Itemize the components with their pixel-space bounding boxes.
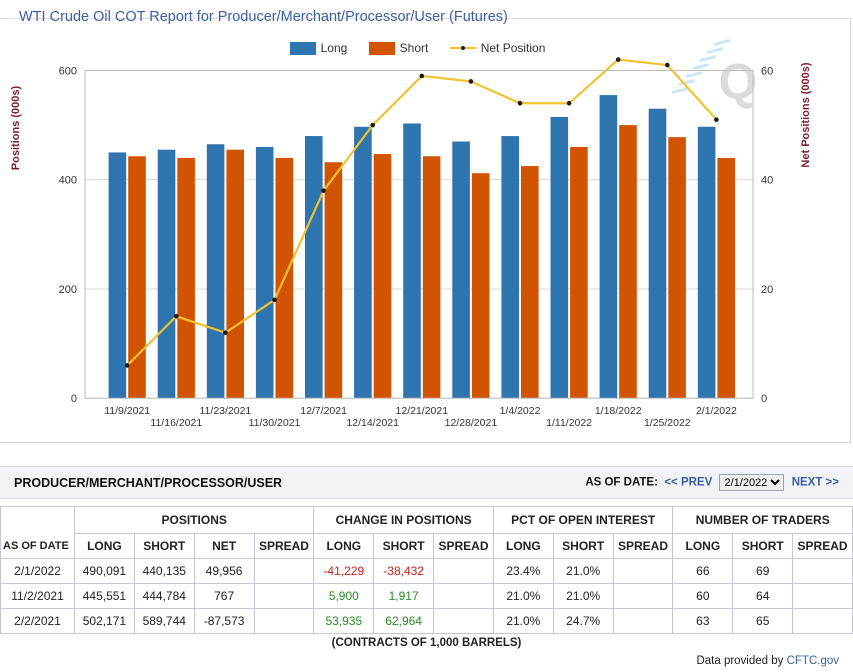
svg-text:400: 400 (59, 175, 77, 187)
svg-text:12/14/2021: 12/14/2021 (346, 417, 399, 429)
svg-text:20: 20 (761, 284, 773, 296)
svg-text:12/28/2021: 12/28/2021 (445, 417, 498, 429)
svg-text:Q: Q (719, 54, 758, 110)
svg-text:0: 0 (71, 393, 77, 405)
svg-text:1/4/2022: 1/4/2022 (500, 405, 541, 417)
svg-text:12/7/2021: 12/7/2021 (300, 405, 347, 417)
svg-text:600: 600 (59, 66, 77, 78)
svg-text:11/23/2021: 11/23/2021 (200, 405, 252, 417)
svg-text:1/11/2022: 1/11/2022 (546, 417, 592, 429)
svg-text:40: 40 (761, 175, 773, 187)
svg-text:11/9/2021: 11/9/2021 (104, 405, 150, 417)
svg-text:11/16/2021: 11/16/2021 (150, 417, 202, 429)
svg-text:1/25/2022: 1/25/2022 (644, 417, 691, 429)
svg-text:11/30/2021: 11/30/2021 (249, 417, 301, 429)
svg-text:60: 60 (761, 66, 773, 78)
svg-text:0: 0 (761, 393, 767, 405)
svg-text:200: 200 (59, 284, 77, 296)
svg-text:1/18/2022: 1/18/2022 (595, 405, 642, 417)
svg-text:12/21/2021: 12/21/2021 (396, 405, 449, 417)
svg-text:2/1/2022: 2/1/2022 (696, 405, 737, 417)
